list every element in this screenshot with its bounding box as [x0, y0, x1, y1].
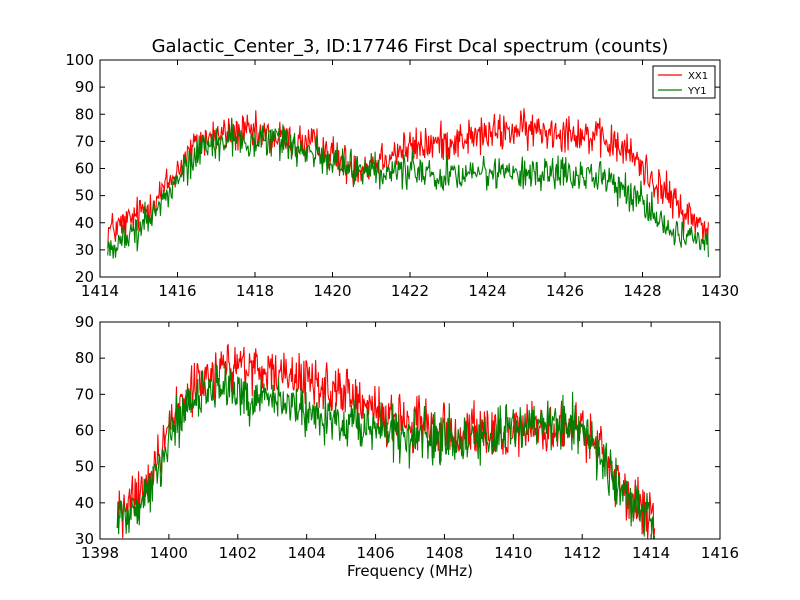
y-tick-label: 100 — [65, 51, 94, 69]
x-tick-label: 1424 — [468, 282, 506, 300]
series-line-yy1 — [116, 361, 656, 539]
y-tick-label: 70 — [75, 132, 94, 150]
y-tick-label: 90 — [75, 78, 94, 96]
x-tick-label: 1418 — [236, 282, 274, 300]
x-axis-label: Frequency (MHz) — [347, 562, 473, 580]
x-tick-label: 1428 — [623, 282, 661, 300]
y-tick-label: 30 — [75, 241, 94, 259]
x-tick-label: 1430 — [701, 282, 739, 300]
x-tick-label: 1414 — [81, 282, 119, 300]
x-tick-label: 1406 — [356, 544, 394, 562]
x-tick-label: 1410 — [494, 544, 532, 562]
x-tick-label: 1404 — [288, 544, 326, 562]
x-tick-label: 1414 — [632, 544, 670, 562]
x-tick-label: 1416 — [701, 544, 739, 562]
x-tick-label: 1422 — [391, 282, 429, 300]
x-tick-label: 1408 — [425, 544, 463, 562]
y-tick-label: 50 — [75, 458, 94, 476]
legend-label-xx1: XX1 — [688, 71, 708, 82]
chart-title: Galactic_Center_3, ID:17746 First Dcal s… — [152, 36, 669, 57]
bottom-panel: 1398 1400 1402 1404 1406 1408 1410 1412 1414 1416… — [75, 313, 739, 562]
y-tick-label: 90 — [75, 313, 94, 331]
y-tick-label: 80 — [75, 105, 94, 123]
y-tick-label: 70 — [75, 385, 94, 403]
legend-box — [652, 65, 716, 99]
y-tick-label: 80 — [75, 349, 94, 367]
x-tick-label: 1426 — [546, 282, 584, 300]
y-tick-label: 40 — [75, 494, 94, 512]
x-tick-label: 1416 — [158, 282, 196, 300]
y-tick-label: 50 — [75, 187, 94, 205]
x-tick-label: 1400 — [150, 544, 188, 562]
y-tick-label: 30 — [75, 530, 94, 548]
legend-label-yy1: YY1 — [687, 86, 707, 97]
y-tick-label: 20 — [75, 268, 94, 286]
y-tick-label: 60 — [75, 160, 94, 178]
x-tick-label: 1420 — [313, 282, 351, 300]
y-tick-label: 40 — [75, 214, 94, 232]
x-tick-label: 1402 — [219, 544, 257, 562]
top-panel: 1414 1416 1418 1420 1422 1424 1426 1428 1430 20 30… — [65, 51, 739, 300]
series-line-yy1 — [107, 117, 709, 259]
y-tick-label: 60 — [75, 422, 94, 440]
x-tick-label: 1398 — [81, 544, 119, 562]
x-tick-label: 1412 — [563, 544, 601, 562]
